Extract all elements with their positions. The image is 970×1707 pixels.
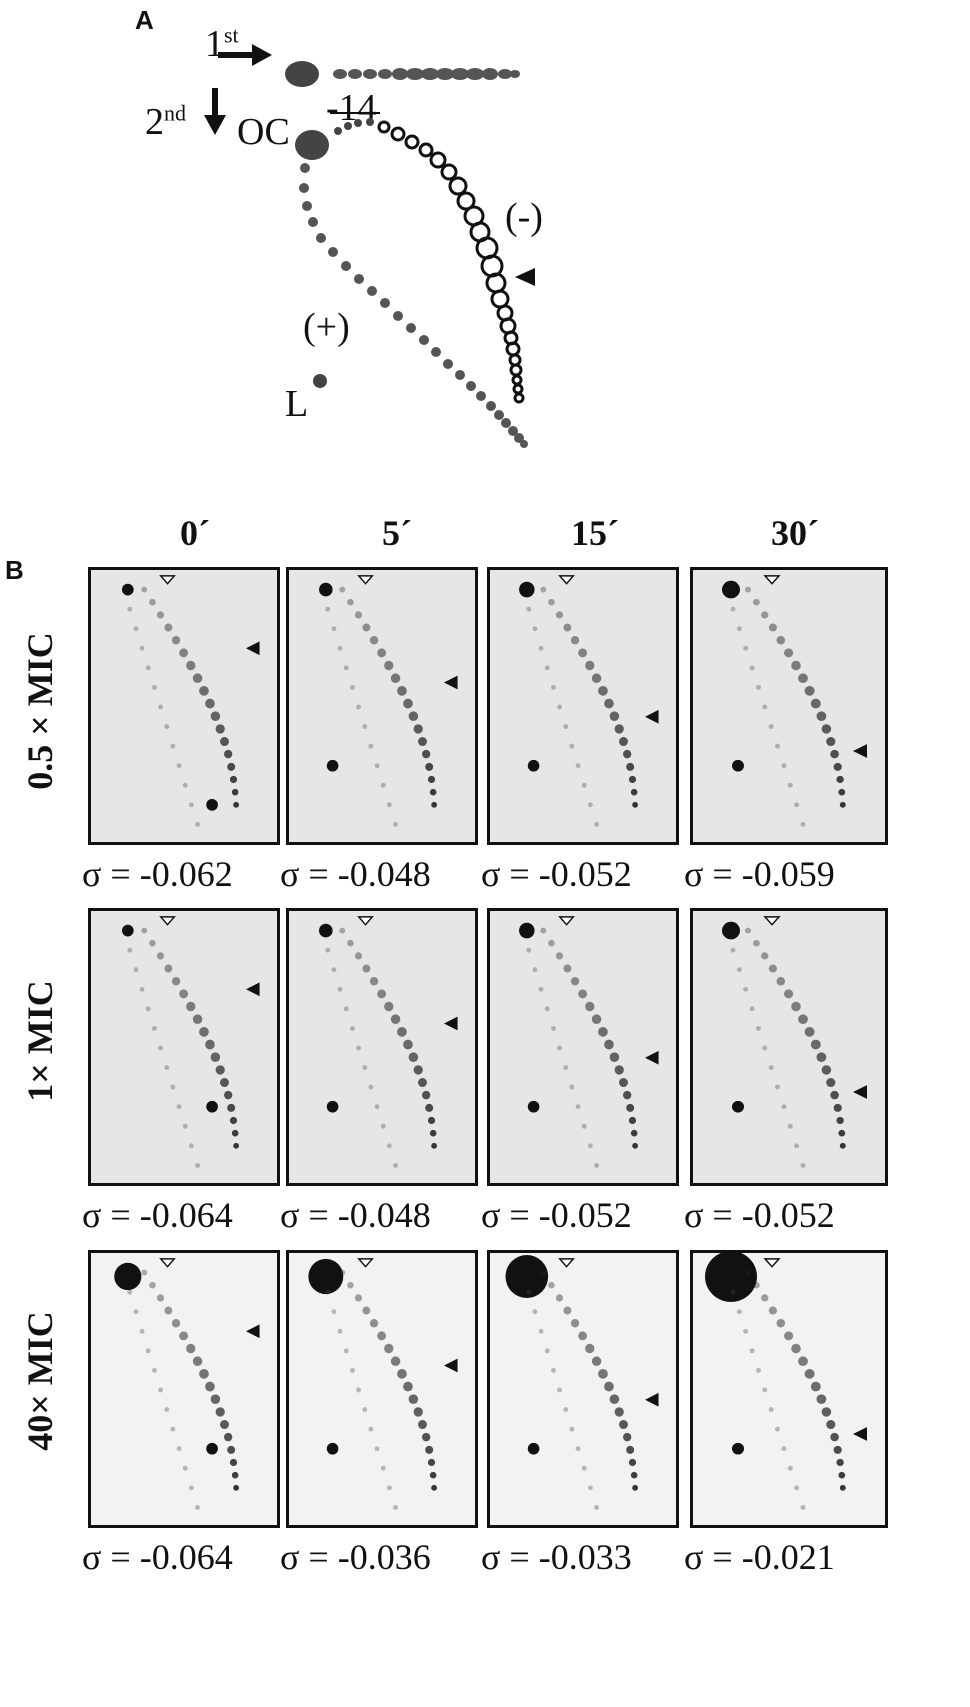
- sigma-value-r1-c2: σ = -0.052: [481, 1195, 632, 1235]
- time-label-30: 30´: [771, 513, 819, 553]
- sigma-value-r0-c1: σ = -0.048: [280, 854, 431, 894]
- sigma-value-r2-c2: σ = -0.033: [481, 1537, 632, 1577]
- gel-image-r2-c2: [487, 1250, 679, 1528]
- first-dimension-arrow: [218, 44, 272, 66]
- gel-spots: [693, 570, 885, 842]
- positive-topoisomer-arc: [299, 163, 528, 448]
- gel-spots: [91, 1253, 277, 1525]
- sigma-value-r2-c0: σ = -0.064: [82, 1537, 233, 1577]
- linear-spot: [313, 374, 327, 388]
- row-label-0: 0.5 × MIC: [20, 632, 60, 790]
- gel-image-r1-c0: [88, 908, 280, 1186]
- negative-supercoil-label: (-): [505, 196, 543, 238]
- gel-spots: [289, 570, 475, 842]
- row-label-1: 1× MIC: [20, 980, 60, 1102]
- time-label-5: 5´: [382, 513, 412, 553]
- sigma-value-r0-c3: σ = -0.059: [684, 854, 835, 894]
- gel-spots: [490, 911, 676, 1183]
- arrowhead-marker-a: [515, 268, 535, 286]
- gel-image-r0-c2: [487, 567, 679, 845]
- sigma-value-r2-c1: σ = -0.036: [280, 1537, 431, 1577]
- second-label-sup: nd: [164, 100, 186, 126]
- gel-spots: [289, 911, 475, 1183]
- sigma-value-r1-c0: σ = -0.064: [82, 1195, 233, 1235]
- sigma-value-r0-c0: σ = -0.062: [82, 854, 233, 894]
- gel-spots: [490, 1253, 676, 1525]
- gel-spots: [289, 1253, 475, 1525]
- gel-image-r0-c0: [88, 567, 280, 845]
- second-dimension-label: 2nd: [145, 100, 186, 144]
- oc-spot-first-dimension: [285, 61, 319, 87]
- row-label-2: 40× MIC: [20, 1311, 60, 1451]
- gel-image-r1-c3: [690, 908, 888, 1186]
- oc-label: OC: [237, 111, 290, 153]
- gel-image-r1-c2: [487, 908, 679, 1186]
- gel-image-r2-c1: [286, 1250, 478, 1528]
- first-dimension-smear: [333, 68, 520, 80]
- sigma-value-r1-c1: σ = -0.048: [280, 1195, 431, 1235]
- second-label-text: 2: [145, 101, 164, 143]
- gel-spots: [693, 1253, 885, 1525]
- gel-spots: [490, 570, 676, 842]
- linear-label: L: [285, 383, 309, 425]
- negative-topoisomer-arc: [334, 118, 525, 404]
- gel-image-r2-c3: [690, 1250, 888, 1528]
- sigma-value-r2-c3: σ = -0.021: [684, 1537, 835, 1577]
- time-label-15: 15´: [571, 513, 619, 553]
- panel-a-letter: A: [135, 5, 154, 35]
- gel-spots: [693, 911, 885, 1183]
- first-label-sup: st: [224, 22, 239, 48]
- gel-image-r0-c3: [690, 567, 888, 845]
- gel-image-r0-c1: [286, 567, 478, 845]
- gel-spots: [91, 911, 277, 1183]
- second-dimension-arrow: [204, 88, 226, 135]
- gel-image-r1-c1: [286, 908, 478, 1186]
- sigma-value-r1-c3: σ = -0.052: [684, 1195, 835, 1235]
- time-label-0: 0´: [180, 513, 210, 553]
- positive-supercoil-label: (+): [303, 306, 350, 348]
- sigma-value-r0-c2: σ = -0.052: [481, 854, 632, 894]
- gel-spots: [91, 570, 277, 842]
- gel-image-r2-c0: [88, 1250, 280, 1528]
- schematic-diagram: [204, 44, 535, 448]
- panel-b-letter: B: [5, 555, 24, 585]
- oc-spot: [295, 130, 329, 160]
